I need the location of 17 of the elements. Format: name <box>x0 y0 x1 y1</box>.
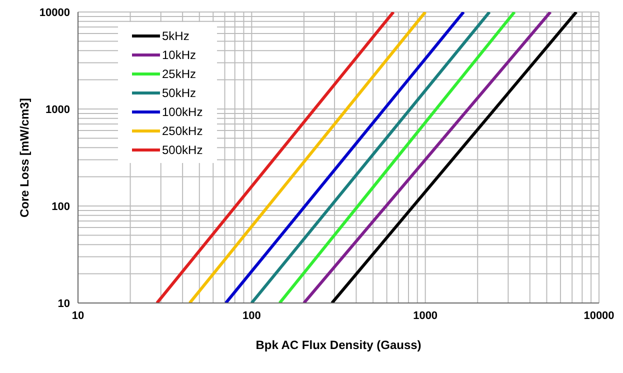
legend-label: 10kHz <box>162 48 196 62</box>
legend-label: 500kHz <box>162 142 203 156</box>
legend-label: 250kHz <box>162 124 203 138</box>
y-tick-label: 10000 <box>39 6 70 19</box>
y-tick-label: 10 <box>58 298 70 310</box>
x-axis-title: Bpk AC Flux Density (Gauss) <box>256 338 422 352</box>
x-tick-label: 1000 <box>413 310 438 322</box>
y-tick-label: 1000 <box>46 104 70 116</box>
x-tick-label: 10 <box>72 310 84 322</box>
legend-label: 5kHz <box>162 28 190 42</box>
x-tick-label: 100 <box>242 310 261 322</box>
x-tick-label: 10000 <box>584 310 614 322</box>
legend-label: 100kHz <box>162 104 203 118</box>
legend-label: 25kHz <box>162 66 196 80</box>
y-axis-title: Core Loss [mW/cm3] <box>17 98 32 218</box>
y-tick-label: 100 <box>52 200 70 213</box>
legend-label: 50kHz <box>162 86 196 100</box>
